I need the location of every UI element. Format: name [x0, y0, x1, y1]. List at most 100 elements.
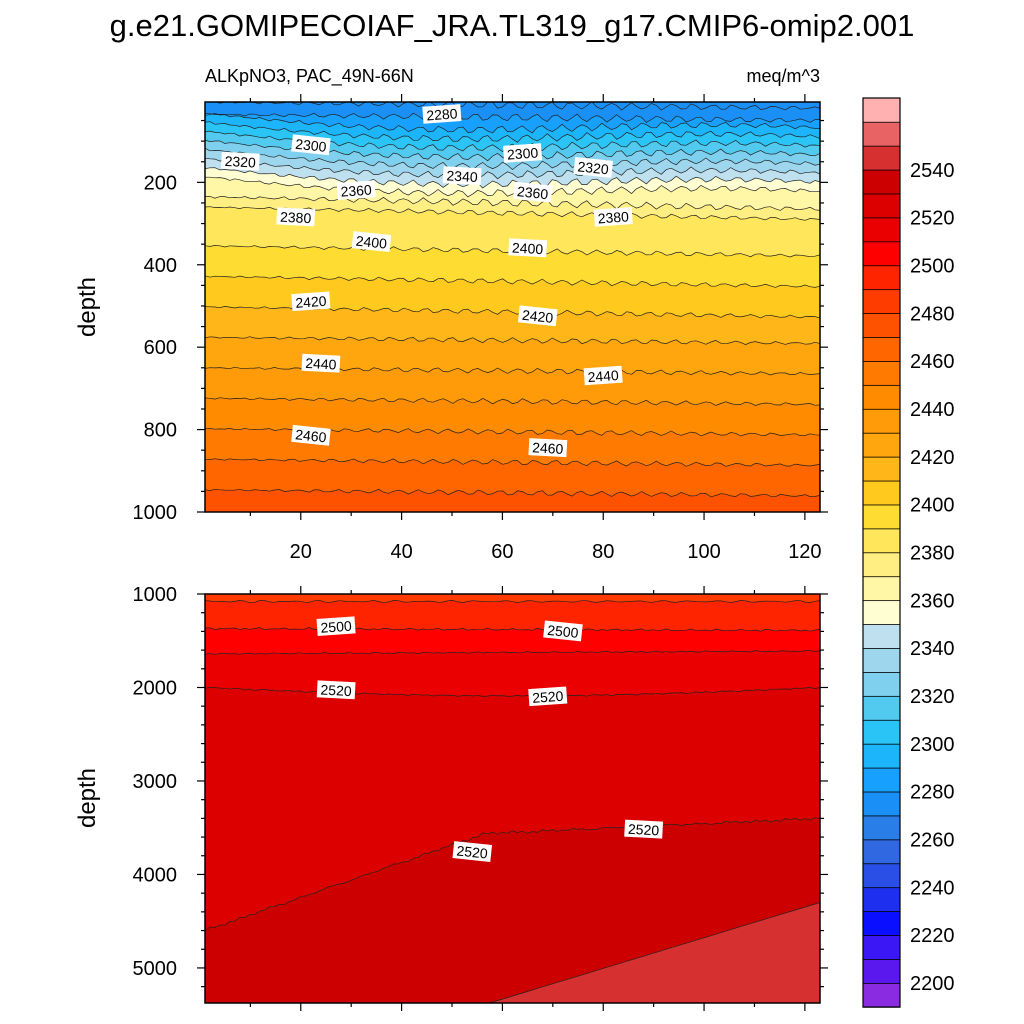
contour-label: 2440 — [301, 353, 341, 373]
svg-text:2400: 2400 — [512, 239, 544, 257]
chart-subtitle-left: ALKpNO3, PAC_49N-66N — [205, 66, 414, 87]
contour-label: 2520 — [528, 686, 568, 707]
upper-panel: 2280 2300 2320 2300 2320 2340 2360 2360 2380 2380… — [74, 94, 828, 563]
contour-label: 2520 — [316, 680, 356, 700]
colorbar-swatch — [862, 863, 901, 889]
x-tick-label: 80 — [592, 541, 614, 563]
svg-text:2520: 2520 — [628, 821, 660, 839]
colorbar-tick-label: 2240 — [910, 877, 955, 899]
colorbar-tick-label: 2200 — [910, 973, 955, 995]
contour-label: 2420 — [291, 291, 331, 312]
contour-label: 2520 — [624, 819, 664, 839]
svg-text:2420: 2420 — [295, 293, 327, 311]
contour-fill-band — [205, 489, 820, 512]
colorbar-swatch — [862, 121, 901, 147]
contour-label: 2500 — [316, 616, 356, 637]
colorbar-swatch — [862, 360, 901, 386]
colorbar-tick-label: 2500 — [910, 255, 955, 277]
svg-text:2460: 2460 — [532, 439, 564, 457]
svg-text:2340: 2340 — [446, 167, 478, 185]
y-tick-label: 800 — [144, 420, 177, 442]
colorbar-tick-label: 2380 — [910, 543, 955, 565]
plot-frame — [204, 593, 821, 1004]
svg-text:2420: 2420 — [521, 307, 554, 326]
svg-text:2380: 2380 — [597, 208, 629, 226]
colorbar-swatch — [862, 671, 901, 697]
contour-label: 2440 — [583, 365, 623, 386]
svg-text:2360: 2360 — [340, 182, 372, 200]
svg-text:2520: 2520 — [456, 842, 489, 861]
contour-label: 2360 — [336, 180, 376, 200]
contour-label: 2300 — [291, 134, 331, 156]
y-tick-label: 1000 — [133, 584, 178, 606]
svg-text:2300: 2300 — [507, 144, 539, 162]
colorbar-tick-label: 2340 — [910, 638, 955, 660]
y-tick-label: 400 — [144, 255, 177, 277]
contour-line — [205, 458, 820, 467]
contour-line — [205, 397, 820, 406]
svg-text:2300: 2300 — [295, 136, 328, 155]
svg-text:2500: 2500 — [320, 618, 352, 636]
contour-line — [205, 520, 820, 528]
colorbar-swatch — [862, 719, 901, 745]
colorbar-swatch — [862, 480, 901, 506]
colorbar-swatch — [862, 767, 901, 793]
colorbar-swatch — [862, 576, 901, 602]
colorbar-swatch — [862, 647, 901, 673]
lower-panel: 2500 2500 2520 2520 2520 2520 1000 2000 3000 4000… — [74, 584, 828, 1011]
contour-label: 2520 — [452, 841, 493, 862]
contour-label: 2400 — [351, 231, 392, 253]
contour-line — [205, 275, 820, 288]
y-tick-label: 5000 — [133, 958, 178, 980]
colorbar-tick-label: 2420 — [910, 447, 955, 469]
contour-label: 2380 — [276, 207, 316, 227]
svg-text:2360: 2360 — [516, 183, 549, 202]
colorbar-swatch — [862, 384, 901, 410]
contour-line — [205, 176, 820, 198]
colorbar-tick-label: 2300 — [910, 734, 955, 756]
colorbar-tick-label: 2280 — [910, 782, 955, 804]
colorbar-swatch — [862, 695, 901, 721]
contour-line — [205, 599, 820, 604]
svg-text:2320: 2320 — [224, 153, 256, 171]
colorbar-tick-label: 2260 — [910, 830, 955, 852]
x-tick-label: 20 — [290, 541, 312, 563]
colorbar-tick-label: 2400 — [910, 495, 955, 517]
colorbar-swatch — [862, 839, 901, 865]
contour-label: 2320 — [220, 151, 260, 171]
contour-label: 2500 — [543, 620, 583, 642]
y-tick-label: 200 — [144, 172, 177, 194]
colorbar-swatch — [862, 336, 901, 362]
colorbar-swatch — [862, 312, 901, 338]
contour-line — [488, 902, 820, 1003]
contour-label: 2420 — [517, 305, 558, 327]
colorbar-tick-label: 2520 — [910, 208, 955, 230]
colorbar: 2200 2220 2240 2260 2280 2300 2320 2340 2360 2380… — [862, 97, 955, 1008]
contour-label: 2300 — [503, 143, 543, 163]
contour-line — [205, 817, 820, 932]
svg-text:2400: 2400 — [355, 233, 388, 252]
colorbar-swatch — [862, 456, 901, 482]
contour-line — [205, 157, 820, 180]
svg-text:2380: 2380 — [280, 209, 312, 227]
colorbar-swatch — [862, 145, 901, 171]
colorbar-swatch — [862, 97, 901, 123]
contour-line — [205, 336, 820, 345]
y-tick-label: 2000 — [133, 677, 178, 699]
colorbar-swatch — [862, 408, 901, 434]
colorbar-swatch — [862, 958, 901, 984]
contour-label: 2360 — [512, 181, 553, 203]
colorbar-swatch — [862, 910, 901, 936]
colorbar-swatch — [862, 934, 901, 960]
colorbar-swatch — [862, 169, 901, 195]
contour-label: 2340 — [442, 166, 482, 186]
contour-line — [205, 488, 820, 498]
colorbar-swatch — [862, 791, 901, 817]
colorbar-swatch — [862, 982, 901, 1008]
svg-text:2280: 2280 — [426, 105, 458, 123]
colorbar-swatch — [862, 743, 901, 769]
contour-label: 2380 — [593, 207, 633, 227]
svg-text:2520: 2520 — [320, 681, 352, 699]
colorbar-swatch — [862, 432, 901, 458]
